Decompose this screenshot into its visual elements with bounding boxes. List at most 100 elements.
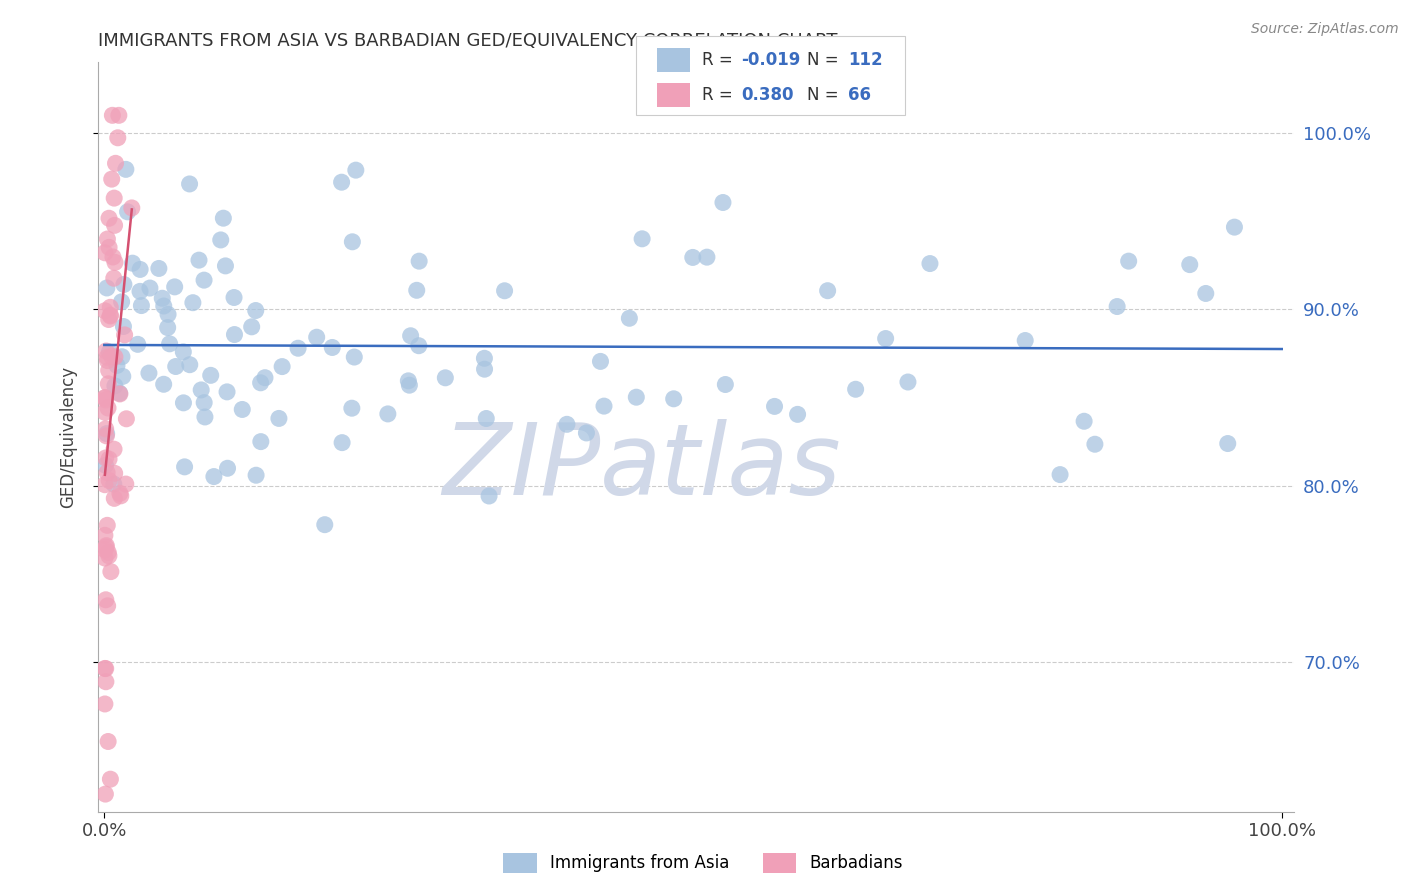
Point [340, 401, 363, 416]
Point [321, 341, 343, 355]
Point [1073, 414, 1095, 428]
Point [157, 307, 180, 321]
Point [94, 477, 117, 491]
Point [94, 391, 117, 405]
Point [148, 261, 170, 276]
Point [96, 232, 118, 246]
Point [231, 402, 253, 417]
Point [314, 517, 336, 532]
Text: 0.380: 0.380 [741, 87, 794, 104]
Point [103, 442, 125, 457]
Point [711, 195, 734, 210]
Point [97, 363, 120, 377]
Point [474, 362, 496, 376]
Point [114, 327, 136, 342]
Point [94, 662, 117, 676]
Point [94, 697, 117, 711]
Point [98, 309, 121, 323]
Point [97, 734, 120, 748]
Point [94, 405, 117, 419]
Point [98, 474, 121, 488]
Point [104, 350, 127, 364]
Point [111, 369, 134, 384]
Point [249, 376, 271, 390]
Point [104, 156, 127, 170]
Point [96, 350, 118, 364]
Point [103, 271, 125, 285]
Point [1107, 300, 1129, 314]
Point [662, 392, 685, 406]
Point [98, 211, 121, 226]
Point [112, 277, 135, 292]
Point [163, 280, 186, 294]
Point [98, 308, 121, 322]
FancyBboxPatch shape [637, 37, 905, 115]
Point [202, 469, 225, 483]
Point [245, 468, 267, 483]
Point [96, 518, 118, 533]
Point [117, 204, 139, 219]
Point [478, 489, 501, 503]
Point [253, 370, 276, 384]
Point [165, 359, 187, 374]
Text: R =: R = [702, 87, 738, 104]
Point [121, 256, 143, 270]
Point [96, 426, 118, 441]
Text: Source: ZipAtlas.com: Source: ZipAtlas.com [1251, 22, 1399, 37]
Point [96, 466, 118, 480]
Point [131, 299, 153, 313]
Text: IMMIGRANTS FROM ASIA VS BARBADIAN GED/EQUIVALENCY CORRELATION CHART: IMMIGRANTS FROM ASIA VS BARBADIAN GED/EQ… [98, 32, 838, 50]
Point [897, 375, 920, 389]
Point [305, 330, 328, 344]
Point [619, 311, 641, 326]
Point [97, 312, 120, 326]
Point [494, 284, 516, 298]
Point [330, 175, 353, 189]
Legend: Immigrants from Asia, Barbadians: Immigrants from Asia, Barbadians [496, 847, 910, 880]
Point [111, 350, 134, 364]
Point [94, 422, 117, 436]
Point [94, 592, 117, 607]
Point [110, 489, 132, 503]
Point [94, 661, 117, 675]
Point [100, 772, 122, 787]
Point [152, 299, 174, 313]
Point [103, 477, 125, 491]
Point [103, 191, 125, 205]
Point [94, 542, 117, 557]
Text: R =: R = [702, 51, 738, 69]
Point [101, 108, 124, 122]
Point [107, 130, 129, 145]
Point [103, 491, 125, 506]
Point [96, 429, 118, 443]
Point [97, 376, 120, 391]
Text: 66: 66 [848, 87, 870, 104]
Point [129, 285, 152, 299]
Point [181, 295, 204, 310]
Point [173, 459, 195, 474]
Point [918, 256, 941, 270]
Point [94, 245, 117, 260]
Point [190, 383, 212, 397]
Point [139, 281, 162, 295]
Point [193, 273, 215, 287]
Point [129, 262, 152, 277]
Text: ZIP: ZIP [441, 418, 600, 516]
Point [763, 400, 786, 414]
Point [94, 551, 117, 566]
Point [343, 350, 366, 364]
Point [104, 379, 127, 393]
Point [156, 320, 179, 334]
Point [94, 787, 117, 801]
Text: -0.019: -0.019 [741, 51, 801, 69]
Point [714, 377, 737, 392]
Point [1014, 334, 1036, 348]
Point [396, 374, 419, 388]
Point [94, 528, 117, 542]
Y-axis label: GED/Equivalency: GED/Equivalency [59, 366, 77, 508]
Point [152, 377, 174, 392]
Point [214, 259, 236, 273]
Point [245, 303, 267, 318]
Point [121, 201, 143, 215]
Point [98, 240, 121, 254]
